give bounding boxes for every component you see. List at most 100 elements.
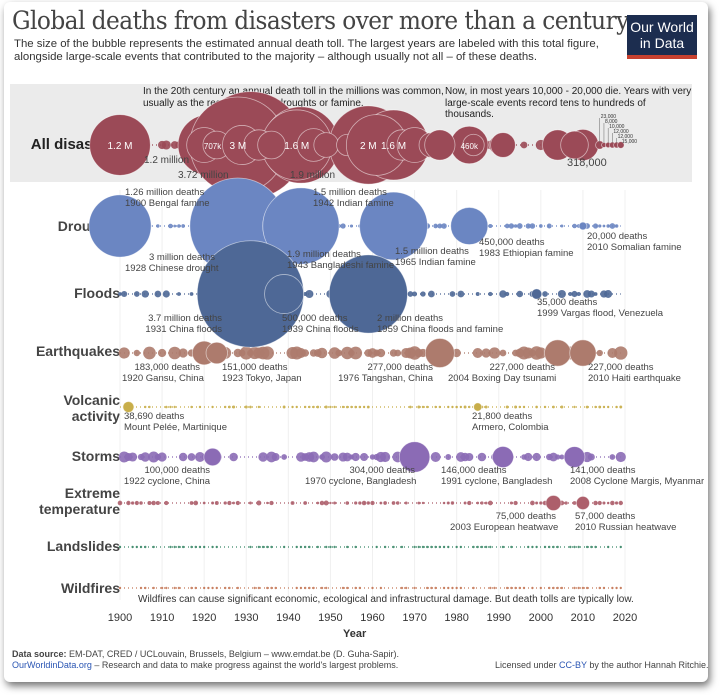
ann-flood-1939: 500,000 deaths 1939 China floods: [282, 313, 359, 335]
bubble-landslides-1903: [131, 545, 134, 549]
bubble-temperature-1920: [202, 501, 206, 505]
ann-storm-1922: 100,000 deaths 1922 cyclone, China: [120, 465, 210, 487]
bubble-temperature-2017: [610, 500, 615, 506]
bubble-temperature-2003: [545, 495, 562, 511]
bubble-droughts-1975: [433, 223, 438, 229]
bubble-landslides-1934: [261, 545, 265, 549]
bubble-temperature-1994: [513, 500, 518, 506]
bubble-storms-2003: [549, 452, 558, 462]
cc-by-link[interactable]: CC-BY: [559, 660, 587, 670]
bubble-temperature-2006: [564, 501, 568, 505]
bubble-landslides-1977: [442, 545, 446, 549]
bubble-wildfires-1996: [522, 586, 526, 590]
bubble-temperature-1948: [319, 500, 325, 506]
bubble-wildfires-2010: [581, 586, 585, 590]
ann-event: 2010 Russian heatwave: [575, 521, 677, 533]
bubble-wildfires-1936: [270, 586, 273, 590]
bubble-storms-1939: [281, 454, 288, 460]
ann-event: 1999 Vargas flood, Venezuela: [537, 307, 664, 319]
bubble-landslides-1908: [152, 545, 155, 549]
bubble-floods-2005: [557, 289, 566, 299]
bubble-volcanic-1911: [164, 405, 168, 409]
bubble-storms-1919: [194, 452, 205, 462]
bubble-storms-1903: [128, 452, 138, 462]
bubble-floods-1959: [328, 254, 408, 334]
bubble-volcanic-1994: [514, 405, 518, 409]
bubble-temperature-1935: [266, 501, 269, 505]
bubble-volcanic-1906: [144, 405, 147, 409]
ann-event: 1928 Chinese drought: [125, 262, 219, 274]
ann-storm-2008: 141,000 deaths 2008 Cyclone Margis, Myanm…: [570, 465, 704, 487]
bubble-landslides-1988: [489, 545, 492, 549]
bubble-wildfires-1921: [207, 586, 210, 590]
bubble-volcanic-1981: [459, 405, 463, 409]
bubble-storms-1954: [342, 452, 352, 462]
bubble-storms-1956: [351, 452, 360, 462]
bubble-floods-1911: [162, 290, 170, 298]
bubble-landslides-1906: [144, 545, 147, 549]
bubble-storms-1991: [491, 446, 514, 468]
bubble-landslides-1967: [400, 545, 404, 549]
bubble-volcanic-2003: [552, 405, 555, 409]
bubble-storms-1951: [330, 453, 339, 461]
x-tick-1940: 1940: [276, 612, 301, 624]
bubble-wildfires-1920: [202, 586, 206, 590]
bubble-earthquakes-1907: [143, 346, 156, 360]
bubble-landslides-1912: [169, 545, 172, 549]
bubble-floods-1914: [176, 292, 181, 296]
bubble-landslides-2009: [577, 545, 580, 549]
bubble-earthquakes-1948: [316, 347, 328, 359]
footer-owid: OurWorldinData.org – Research and data t…: [12, 660, 398, 671]
ann-text: 304,000 deaths: [349, 465, 415, 476]
bubble-wildfires-1995: [518, 586, 521, 590]
bubble-landslides-1998: [531, 545, 534, 549]
bubble-storms-1922: [203, 447, 222, 467]
bubble-droughts-1976: [437, 223, 443, 229]
bubble-earthquakes-1923: [205, 341, 228, 365]
bubble-all-1991: [490, 132, 516, 158]
bubble-floods-1981: [457, 290, 465, 298]
bubble-all-1984: [462, 133, 485, 157]
bubble-temperature-1928: [235, 500, 240, 506]
ann-text: 500,000 deaths: [282, 313, 348, 324]
bubble-landslides-1956: [354, 545, 357, 549]
bubble-volcanic-1954: [345, 405, 349, 409]
ann-event: Mount Pelée, Martinique: [124, 421, 227, 433]
bubble-landslides-1905: [139, 545, 143, 549]
bubble-landslides-1935: [266, 545, 269, 549]
bubble-storms-2004: [555, 454, 561, 460]
bubble-earthquakes-1987: [481, 348, 491, 358]
ann-event: 1970 cyclone, Bangladesh: [305, 475, 417, 487]
ann-event: 2010 Haiti earthquake: [588, 372, 681, 384]
ann-text: 450,000 deaths: [479, 237, 545, 248]
bubble-landslides-1972: [421, 545, 425, 549]
bubble-landslides-1949: [325, 545, 328, 549]
bubble-label-all-1942: 1.6 M: [284, 141, 309, 152]
ann-text: 1.9 million deaths: [287, 249, 361, 260]
bubble-volcanic-1917: [190, 405, 193, 409]
bubble-temperature-1900: [117, 500, 123, 506]
license-post: by the author Hannah Ritchie.: [586, 660, 709, 670]
bubble-droughts-1983: [450, 207, 489, 245]
bubble-landslides-1999: [535, 545, 538, 549]
bubble-all-1900: [89, 114, 151, 176]
bubble-landslides-1919: [198, 545, 202, 549]
ann-storm-1970: 304,000 deaths 1970 cyclone, Bangladesh: [305, 465, 417, 487]
bubble-temperature-1905: [139, 501, 143, 505]
bubble-wildfires-1980: [455, 586, 458, 590]
bubble-temperature-1983: [467, 500, 472, 506]
bubble-all-2008: [560, 130, 589, 160]
ann-event: 2010 Somalian famine: [587, 241, 682, 253]
bubble-droughts-1914: [177, 224, 181, 228]
bubble-temperature-1959: [366, 501, 370, 505]
bubble-landslides-1975: [434, 545, 437, 549]
bubble-volcanic-1956: [354, 405, 357, 409]
ann-storm-1991: 146,000 deaths 1991 cyclone, Bangladesh: [441, 465, 552, 487]
owid-link[interactable]: OurWorldinData.org: [12, 660, 92, 670]
bubble-landslides-2008: [573, 545, 576, 549]
owid-logo[interactable]: Our World in Data: [627, 15, 697, 59]
bubble-storms-1946: [308, 451, 319, 463]
ann-drought-1942: 1.5 million deaths 1942 Indian famine: [313, 187, 394, 209]
ann-eq-1923: 151,000 deaths 1923 Tokyo, Japan: [222, 362, 302, 384]
